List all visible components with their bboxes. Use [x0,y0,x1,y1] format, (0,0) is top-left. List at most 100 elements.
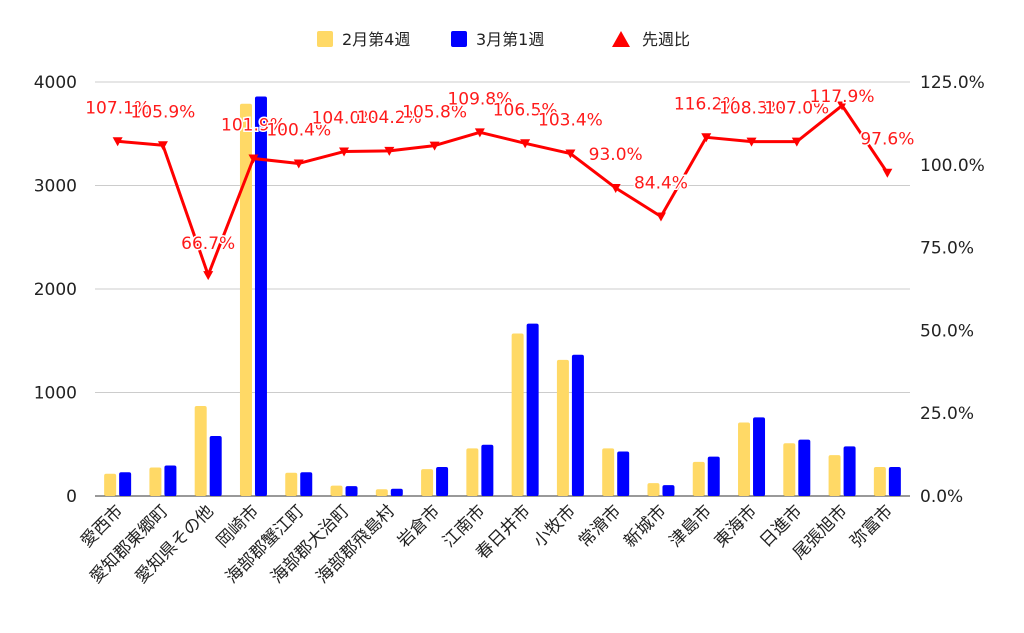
bar-mar-week1 [843,446,856,496]
bar-feb-week4 [828,455,841,496]
category-label: 新城市 [620,501,670,551]
bar-mar-week1 [571,354,584,496]
ratio-data-label: 93.0% [589,145,643,165]
bar-mar-week1 [209,435,222,496]
ratio-line [117,104,889,277]
ratio-marker [429,141,440,151]
ratio-marker [339,147,350,157]
ratio-marker [248,154,259,164]
category-label: 津島市 [666,501,716,551]
left-tick-label: 2000 [34,280,77,300]
ratio-line-series: 107.1%105.9% 66.7% 101.9%100.4%104.0%104.2… [84,86,916,281]
ratio-marker [746,137,757,147]
category-labels: 愛西市愛知郡東郷町愛知県その他岡崎市海部郡蟹江町海部郡大治町海部郡飛島村岩倉市江… [77,501,897,587]
ratio-data-label: 107.0% [764,99,829,119]
bar-feb-week4 [873,467,886,496]
ratio-data-label: 103.4% [538,111,603,131]
ratio-data-label: 109.8% [447,89,512,109]
ratio-marker [701,133,712,143]
ratio-data-label: 105.8% [402,103,467,123]
left-axis-ticks: 0 1000 2000 3000 4000 [34,73,77,507]
ratio-marker [203,271,214,281]
ratio-data-label: 104.0% [312,109,377,129]
bar-feb-week4 [602,448,615,496]
category-label: 小牧市 [530,501,580,551]
ratio-marker [610,183,621,193]
bar-feb-week4 [330,485,343,496]
bar-mar-week1 [888,467,901,496]
bar-mar-week1 [753,417,766,496]
category-label: 東海市 [711,501,761,551]
left-tick-label: 0 [66,487,77,507]
bar-mar-week1 [798,439,811,496]
bar-mar-week1 [481,444,494,496]
ratio-marker [882,168,893,178]
category-label: 岩倉市 [394,501,444,551]
legend-swatch-feb-week4 [317,31,333,47]
bar-mar-week1 [707,456,720,496]
bar-feb-week4 [692,461,705,496]
legend: 2月第4週 3月第1週 先週比 [317,30,690,49]
ratio-marker [565,149,576,159]
legend-label-mar-week1: 3月第1週 [476,30,544,49]
bar-feb-week4 [466,448,479,496]
ratio-data-label: 106.5% [493,100,558,120]
ratio-marker [791,137,802,147]
ratio-data-label: 66.7% [181,234,235,254]
right-tick-label: 100.0% [920,156,985,176]
right-tick-label: 75.0% [920,239,974,259]
gridlines [95,81,910,497]
bar-mar-week1 [436,467,449,496]
ratio-marker [293,159,304,169]
ratio-marker [474,128,485,138]
bar-feb-week4 [421,469,434,496]
right-tick-label: 50.0% [920,321,974,341]
ratio-data-label: 116.2% [674,94,739,114]
bar-feb-week4 [738,422,751,496]
bar-mar-week1 [390,488,403,496]
ratio-data-label: 100.4% [266,120,331,140]
right-tick-label: 25.0% [920,404,974,424]
bar-feb-week4 [647,483,660,496]
ratio-marker [655,212,666,222]
ratio-data-label: 104.2% [357,108,422,128]
bar-feb-week4 [239,103,252,497]
ratio-marker [384,146,395,156]
bar-feb-week4 [194,405,207,496]
legend-label-feb-week4: 2月第4週 [342,30,410,49]
bar-feb-week4 [104,473,117,496]
bar-feb-week4 [285,472,298,496]
bar-feb-week4 [556,359,569,496]
ratio-marker [837,101,848,111]
right-axis-ticks: 0.0% 25.0% 50.0% 75.0% 100.0% 125.0% [920,73,985,507]
ratio-data-label: 101.9% [221,116,286,136]
bar-mar-week1 [300,472,313,496]
bar-mar-week1 [345,486,358,496]
left-tick-label: 4000 [34,73,77,93]
bar-feb-week4 [375,489,388,496]
ratio-data-label: 84.4% [634,173,688,193]
bar-feb-week4 [783,443,796,496]
left-tick-label: 1000 [34,384,77,404]
bar-series [104,96,901,497]
category-label: 常滑市 [575,501,625,551]
ratio-marker [520,139,531,149]
left-tick-label: 3000 [34,177,77,197]
bar-mar-week1 [526,323,539,496]
bar-mar-week1 [617,451,630,496]
right-tick-label: 125.0% [920,73,985,93]
category-label: 弥富市 [847,501,897,551]
ratio-data-label: 97.6% [860,130,914,150]
bar-mar-week1 [164,465,177,496]
legend-marker-ratio [612,31,630,47]
bar-feb-week4 [511,333,524,496]
right-tick-label: 0.0% [920,487,963,507]
legend-label-ratio: 先週比 [642,30,690,49]
ratio-data-label: 105.9% [131,102,196,122]
legend-swatch-mar-week1 [451,31,467,47]
bar-mar-week1 [662,485,675,496]
bar-feb-week4 [149,467,162,496]
ratio-data-label: 117.9% [810,87,875,107]
bar-mar-week1 [254,96,267,497]
